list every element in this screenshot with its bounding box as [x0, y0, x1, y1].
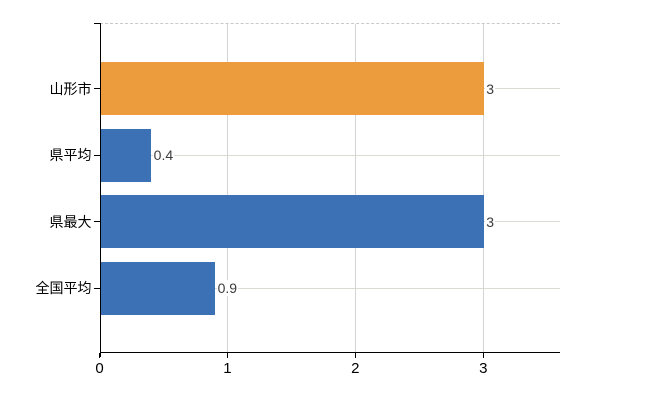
gridline-horizontal — [100, 154, 560, 156]
x-axis-line — [99, 352, 560, 353]
x-axis-tick-label: 1 — [223, 360, 232, 377]
chart-bar — [100, 62, 484, 115]
x-axis-tick — [226, 353, 228, 358]
y-axis-tick — [93, 154, 100, 156]
y-axis-line — [99, 23, 101, 357]
category-label: 県最大 — [49, 213, 92, 230]
gridline-vertical — [354, 24, 356, 352]
chart-bar — [100, 128, 152, 182]
category-label: 全国平均 — [35, 280, 92, 296]
x-axis-tick — [99, 353, 100, 358]
x-axis-tick-label: 0 — [95, 360, 104, 377]
category-label: 山形市 — [49, 80, 92, 97]
x-axis-tick — [482, 353, 484, 358]
y-axis-tick — [93, 287, 100, 289]
x-axis-tick-label: 2 — [351, 360, 360, 377]
x-axis-tick — [354, 353, 356, 358]
y-axis-end-tick — [93, 23, 100, 24]
x-axis-tick-label: 3 — [479, 360, 488, 377]
bar-value-label: 3 — [485, 213, 496, 230]
bar-value-label: 0.4 — [152, 147, 175, 163]
gridline-horizontal — [100, 287, 560, 289]
y-axis-tick — [93, 221, 100, 222]
gridline-vertical — [482, 24, 484, 352]
y-axis-tick — [93, 88, 100, 89]
chart-bar — [100, 261, 216, 315]
chart-bar — [100, 195, 484, 248]
gridline-vertical — [226, 24, 228, 352]
plot-top-border — [99, 23, 560, 24]
bar-value-label: 0.9 — [216, 280, 239, 296]
category-label: 県平均 — [49, 147, 92, 163]
bar-value-label: 3 — [485, 80, 496, 97]
